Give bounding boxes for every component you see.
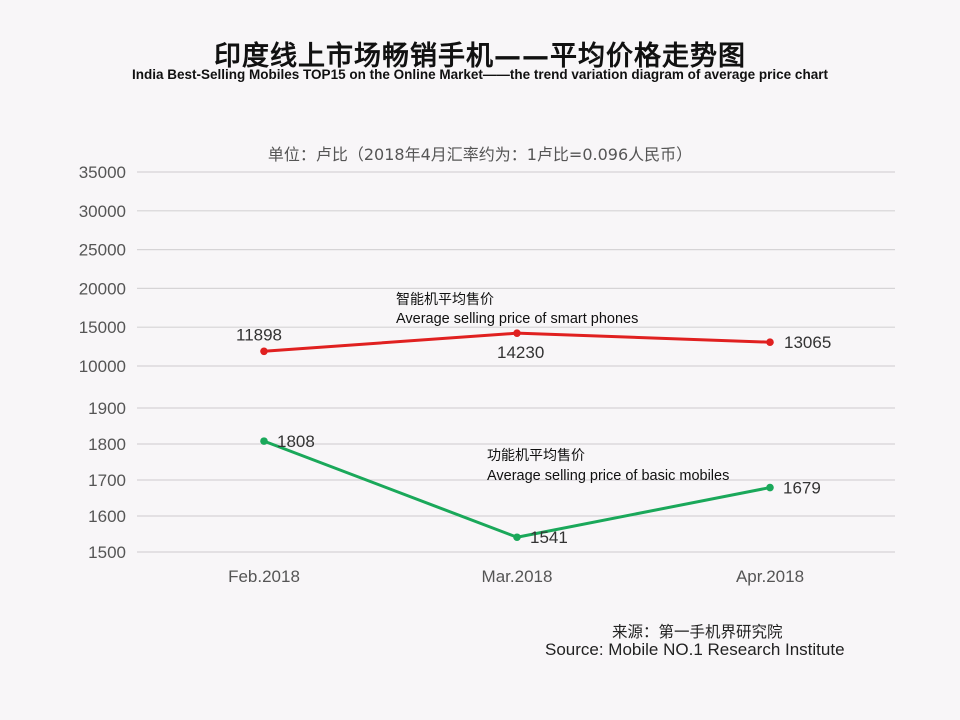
y-tick-label: 1700 <box>88 471 126 490</box>
y-tick-label: 1500 <box>88 543 126 562</box>
smart-data-label: 11898 <box>236 325 282 344</box>
basic-series-label-en: Average selling price of basic mobiles <box>487 468 729 484</box>
y-tick-label: 1600 <box>88 507 126 526</box>
y-tick-label: 10000 <box>79 357 126 376</box>
smart-data-point <box>513 329 521 337</box>
source-en: Source: Mobile NO.1 Research Institute <box>545 640 845 659</box>
unit-note: 单位：卢比（2018年4月汇率约为：1卢比=0.096人民币） <box>267 145 693 164</box>
y-tick-label: 30000 <box>79 202 126 221</box>
basic-data-point <box>513 533 521 542</box>
y-tick-label: 1900 <box>88 399 126 418</box>
y-tick-label: 25000 <box>79 241 126 260</box>
basic-data-label: 1808 <box>277 432 315 451</box>
x-tick-label: Mar.2018 <box>482 567 553 586</box>
smart-series-label-en: Average selling price of smart phones <box>396 311 638 327</box>
basic-data-label: 1541 <box>530 528 568 547</box>
y-tick-label: 20000 <box>79 279 126 298</box>
y-tick-label: 1800 <box>88 435 126 454</box>
source-cn: 来源：第一手机界研究院 <box>612 623 783 641</box>
smart-data-point <box>766 338 774 347</box>
basic-data-point <box>766 483 774 492</box>
smart-data-point <box>260 347 268 356</box>
basic-series-label-cn: 功能机平均售价 <box>487 448 585 464</box>
x-tick-label: Feb.2018 <box>228 567 300 586</box>
chart-title-cn: 印度线上市场畅销手机——平均价格走势图 <box>214 41 746 72</box>
y-tick-label: 35000 <box>79 163 126 182</box>
chart-title-en: India Best-Selling Mobiles TOP15 on the … <box>132 67 828 82</box>
smart-series-label-cn: 智能机平均售价 <box>396 292 494 308</box>
x-tick-label: Apr.2018 <box>736 567 804 586</box>
y-tick-label: 15000 <box>79 318 126 337</box>
smart-data-label: 14230 <box>497 343 544 362</box>
basic-data-label: 1679 <box>783 479 821 498</box>
smart-data-label: 13065 <box>784 333 831 352</box>
basic-data-point <box>260 437 268 445</box>
